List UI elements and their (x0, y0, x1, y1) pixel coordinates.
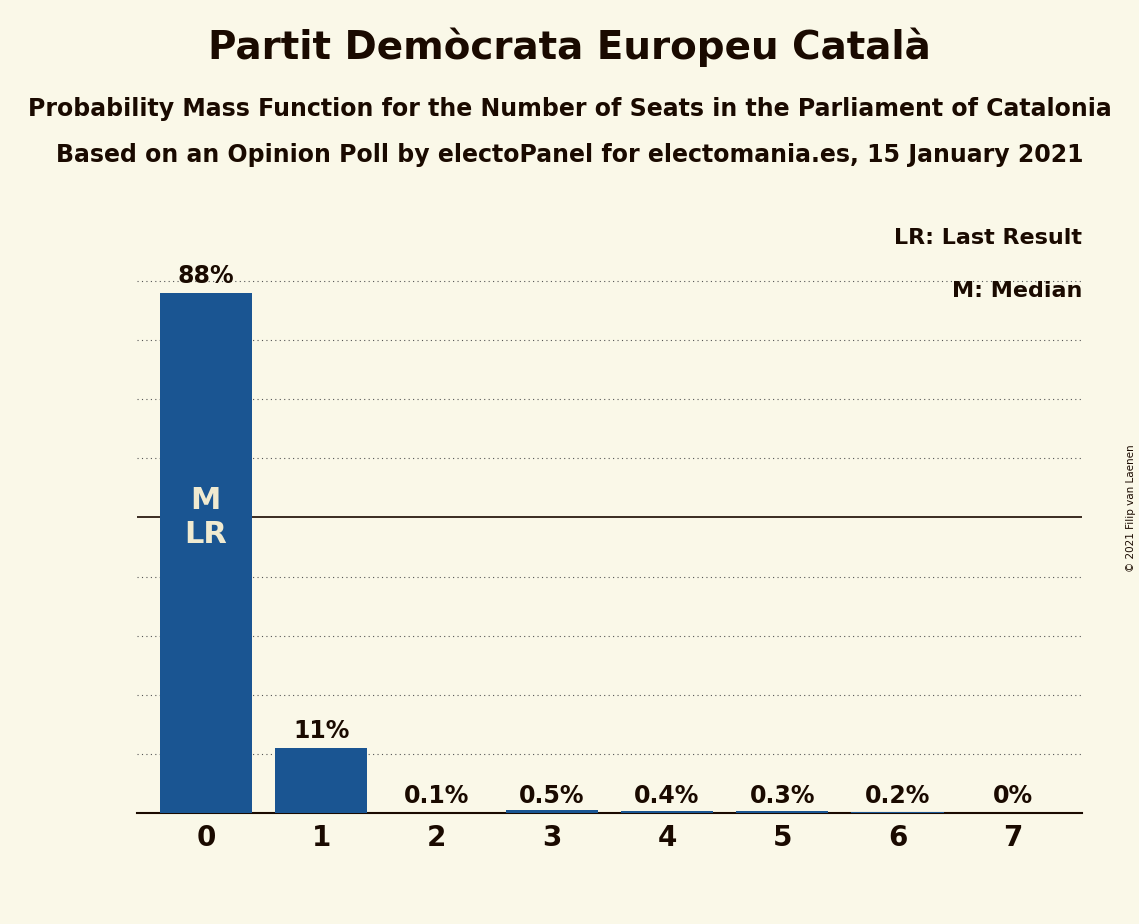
Text: © 2021 Filip van Laenen: © 2021 Filip van Laenen (1126, 444, 1136, 572)
Bar (621, 810, 713, 813)
Text: 0.4%: 0.4% (634, 784, 699, 808)
Text: M
LR: M LR (185, 486, 228, 549)
Text: 0.5%: 0.5% (519, 784, 584, 808)
Text: 0%: 0% (993, 784, 1033, 808)
Bar (506, 810, 598, 813)
Text: 0.1%: 0.1% (403, 784, 469, 808)
Bar (159, 293, 252, 813)
Text: Partit Demòcrata Europeu Català: Partit Demòcrata Europeu Català (208, 28, 931, 67)
Bar (852, 812, 944, 813)
Bar (736, 811, 828, 813)
Text: Based on an Opinion Poll by electoPanel for electomania.es, 15 January 2021: Based on an Opinion Poll by electoPanel … (56, 143, 1083, 167)
Text: 0.3%: 0.3% (749, 784, 816, 808)
Bar (274, 748, 367, 813)
Text: M: Median: M: Median (952, 281, 1082, 301)
Text: 0.2%: 0.2% (865, 784, 931, 808)
Text: 88%: 88% (178, 264, 235, 288)
Text: 11%: 11% (293, 720, 350, 743)
Text: LR: Last Result: LR: Last Result (894, 227, 1082, 248)
Text: Probability Mass Function for the Number of Seats in the Parliament of Catalonia: Probability Mass Function for the Number… (27, 97, 1112, 121)
